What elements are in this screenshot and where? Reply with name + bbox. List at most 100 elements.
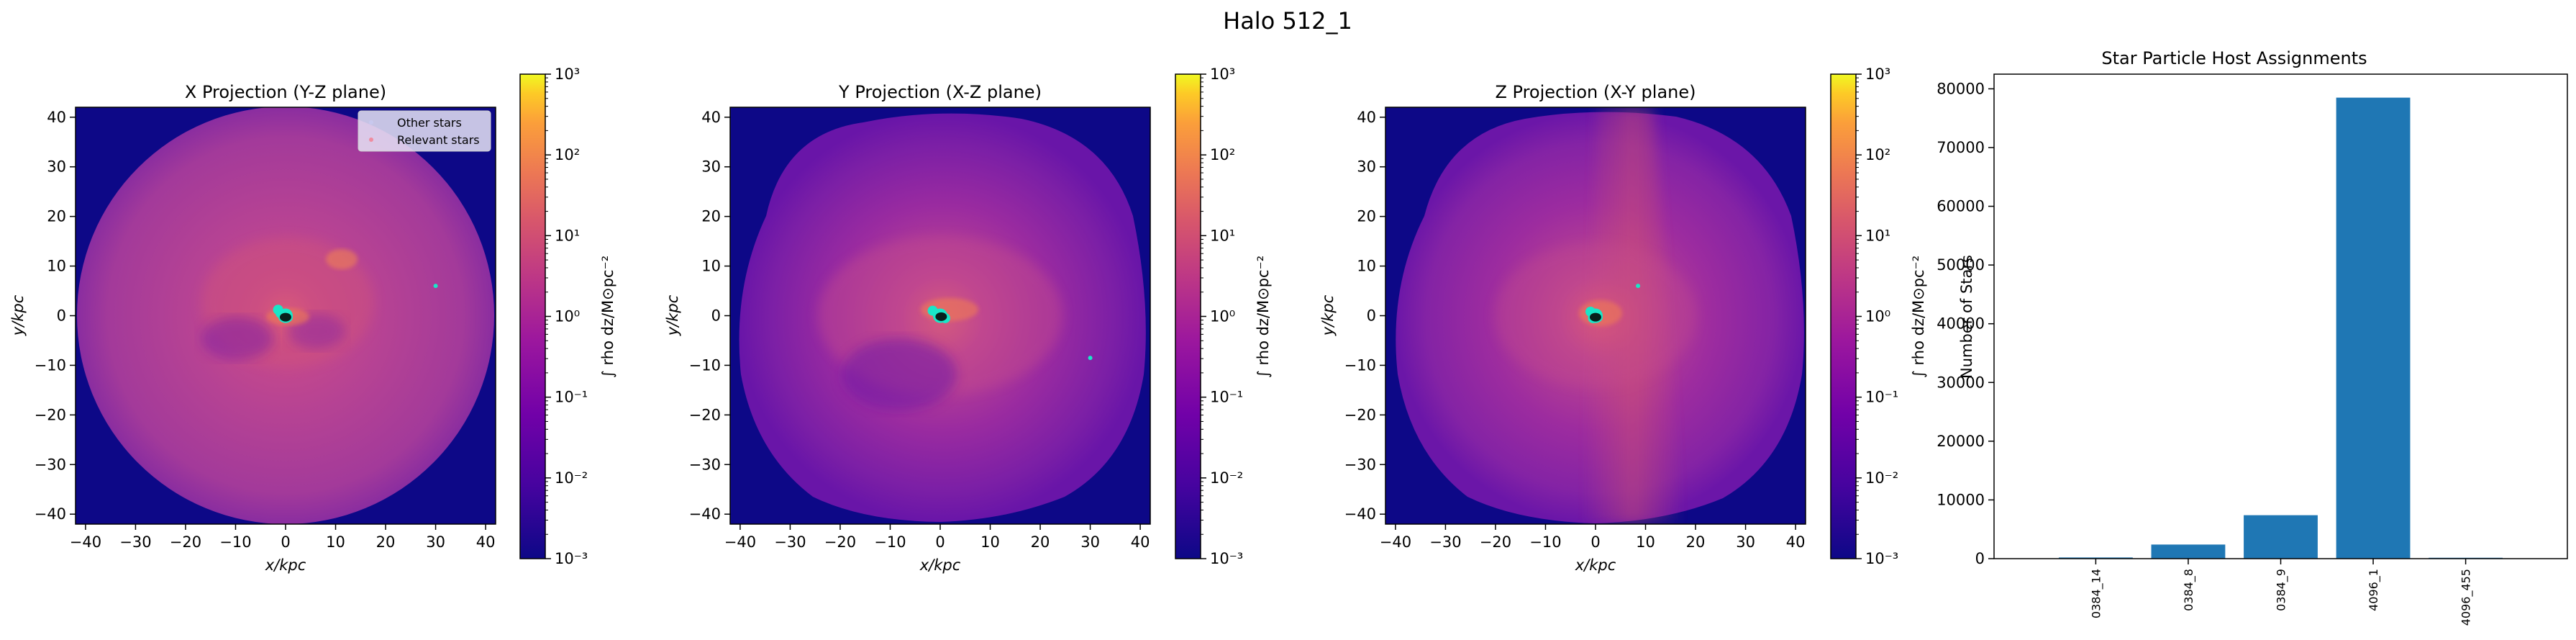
colorbar-label-1: ∫ rho dz/M⊙pc⁻² xyxy=(599,256,616,378)
colorbar-tick-label: 10⁻³ xyxy=(1210,550,1243,567)
colorbar-tick-label: 10⁰ xyxy=(1210,308,1235,325)
bar xyxy=(2244,515,2318,559)
colorbar-tick-label: 10² xyxy=(1865,146,1890,163)
y-tick-label: 0 xyxy=(711,307,721,325)
panel-y-projection: Y Projection (X-Z plane) −40 −30 −20 −10 0 10… xyxy=(664,66,1272,574)
bar xyxy=(2336,97,2411,559)
colorbar-tick-label: 10² xyxy=(555,146,580,163)
panel-x-ylabel: y/kpc xyxy=(9,294,27,336)
panel-y-ylabel: y/kpc xyxy=(664,294,681,336)
panel-z-ylabel: y/kpc xyxy=(1319,294,1337,336)
y-tick-label: −20 xyxy=(1344,406,1376,423)
x-tick-label: 0 xyxy=(281,533,290,551)
legend-marker-other xyxy=(369,120,373,125)
y-tick-label: 10 xyxy=(1357,258,1376,275)
bar-x-tick-label: 0384_14 xyxy=(2089,569,2103,618)
panel-z-xticks: −40 −30 −20 −10 0 10 20 30 40 xyxy=(1380,524,1805,551)
relevant-star-cluster xyxy=(1088,356,1093,361)
x-tick-label: −20 xyxy=(824,533,856,551)
host-halo-core xyxy=(934,310,949,323)
bar-chart-xticks: 0384_14 0384_8 0384_9 4096_1 4096_455 xyxy=(2089,559,2474,626)
colorbar-1: 10³ 10² 10¹ 10⁰ 10⁻¹ 10⁻² 10⁻³ ∫ rho dz/M⊙pc⁻² xyxy=(519,66,616,567)
colorbar-tick-label: 10⁻³ xyxy=(555,550,588,567)
colorbar-tick-label: 10³ xyxy=(555,66,580,83)
x-tick-label: 10 xyxy=(980,533,1000,551)
legend-label-relevant: Relevant stars xyxy=(397,133,480,147)
x-tick-label: −40 xyxy=(70,533,101,551)
x-tick-label: −30 xyxy=(119,533,151,551)
x-tick-label: −10 xyxy=(1529,533,1561,551)
y-tick-label: −10 xyxy=(1344,356,1376,374)
y-tick-label: 20 xyxy=(47,208,66,225)
bar-y-tick-label: 20000 xyxy=(1936,433,1985,450)
legend-label-other: Other stars xyxy=(397,116,462,130)
y-tick-label: −40 xyxy=(689,505,721,523)
y-tick-label: −40 xyxy=(1344,505,1376,523)
relevant-star-cluster xyxy=(1636,284,1641,289)
colorbar-tick-label: 10⁰ xyxy=(1865,308,1890,325)
x-tick-label: 20 xyxy=(1031,533,1050,551)
x-tick-label: −20 xyxy=(170,533,201,551)
bar-chart-title: Star Particle Host Assignments xyxy=(2101,48,2367,68)
y-tick-label: −20 xyxy=(689,406,721,423)
x-tick-label: 40 xyxy=(1131,533,1150,551)
panel-y-stars xyxy=(927,305,1093,361)
y-tick-label: −20 xyxy=(35,406,66,423)
bar-chart-yticks: 0 10000 20000 30000 40000 50000 60000 70000 8000… xyxy=(1936,80,1994,567)
host-halo-core xyxy=(1588,311,1603,323)
bar-y-tick-label: 50000 xyxy=(1936,256,1985,274)
bar-y-tick-label: 0 xyxy=(1975,550,1985,567)
y-tick-label: 10 xyxy=(47,258,66,275)
y-tick-label: 30 xyxy=(1357,158,1376,176)
colorbar-tick-label: 10⁻² xyxy=(1210,469,1243,487)
bar-y-tick-label: 60000 xyxy=(1936,198,1985,215)
colorbar-tick-label: 10⁻¹ xyxy=(555,389,588,406)
x-tick-label: 0 xyxy=(1590,533,1600,551)
x-tick-label: −10 xyxy=(874,533,906,551)
colorbar-2: 10³ 10² 10¹ 10⁰ 10⁻¹ 10⁻² 10⁻³ ∫ rho dz/M⊙pc⁻² xyxy=(1175,66,1272,567)
figure-suptitle: Halo 512_1 xyxy=(1223,7,1352,35)
x-tick-label: −40 xyxy=(1380,533,1411,551)
colorbar-tick-label: 10⁻¹ xyxy=(1210,389,1243,406)
y-tick-label: 10 xyxy=(701,258,721,275)
panel-z-xlabel: x/kpc xyxy=(1575,556,1616,574)
x-tick-label: 20 xyxy=(376,533,396,551)
x-tick-label: −40 xyxy=(724,533,756,551)
y-tick-label: 0 xyxy=(57,307,66,325)
bar-chart-ylabel: Number of Stars xyxy=(1958,255,1975,379)
y-tick-label: −30 xyxy=(35,456,66,473)
panel-z-title: Z Projection (X-Y plane) xyxy=(1495,82,1696,102)
y-tick-label: 30 xyxy=(701,158,721,176)
colorbar-tick-label: 10³ xyxy=(1210,66,1235,83)
relevant-star-cluster xyxy=(927,305,938,316)
colorbar-tick-label: 10¹ xyxy=(555,227,580,244)
x-tick-label: 20 xyxy=(1686,533,1706,551)
y-tick-label: 20 xyxy=(1357,208,1376,225)
relevant-star-cluster xyxy=(433,284,438,289)
colorbar-label-2: ∫ rho dz/M⊙pc⁻² xyxy=(1255,256,1272,378)
panel-y-yticks: −40 −30 −20 −10 0 10 20 30 40 xyxy=(689,109,730,523)
colorbar-tick-label: 10¹ xyxy=(1865,227,1890,244)
colorbar-label-3: ∫ rho dz/M⊙pc⁻² xyxy=(1910,256,1927,378)
panel-x-xlabel: x/kpc xyxy=(265,556,306,574)
colorbar-tick-label: 10⁻² xyxy=(1865,469,1898,487)
colorbar-tick-label: 10⁰ xyxy=(555,308,580,325)
panel-x-xticks: −40 −30 −20 −10 0 10 20 30 40 xyxy=(70,524,495,551)
x-tick-label: 0 xyxy=(935,533,945,551)
y-tick-label: 20 xyxy=(701,208,721,225)
panel-y-title: Y Projection (X-Z plane) xyxy=(838,82,1042,102)
x-tick-label: −30 xyxy=(1429,533,1461,551)
y-tick-label: −10 xyxy=(35,356,66,374)
panel-x-projection: X Projection (Y-Z plane) −40 −30 −20 −10 0 10… xyxy=(9,66,616,574)
colorbar-3: 10³ 10² 10¹ 10⁰ 10⁻¹ 10⁻² 10⁻³ ∫ rho dz/M⊙pc⁻² xyxy=(1830,66,1927,567)
bar-y-tick-label: 40000 xyxy=(1936,315,1985,333)
y-tick-label: −10 xyxy=(689,356,721,374)
colorbar-tick-label: 10⁻² xyxy=(555,469,588,487)
y-tick-label: 40 xyxy=(47,109,66,126)
y-tick-label: −30 xyxy=(689,456,721,473)
panel-y-xlabel: x/kpc xyxy=(919,556,961,574)
y-tick-label: 40 xyxy=(1357,109,1376,126)
y-tick-label: −40 xyxy=(35,505,66,523)
bar-x-tick-label: 4096_455 xyxy=(2459,569,2474,626)
x-tick-label: −20 xyxy=(1480,533,1511,551)
